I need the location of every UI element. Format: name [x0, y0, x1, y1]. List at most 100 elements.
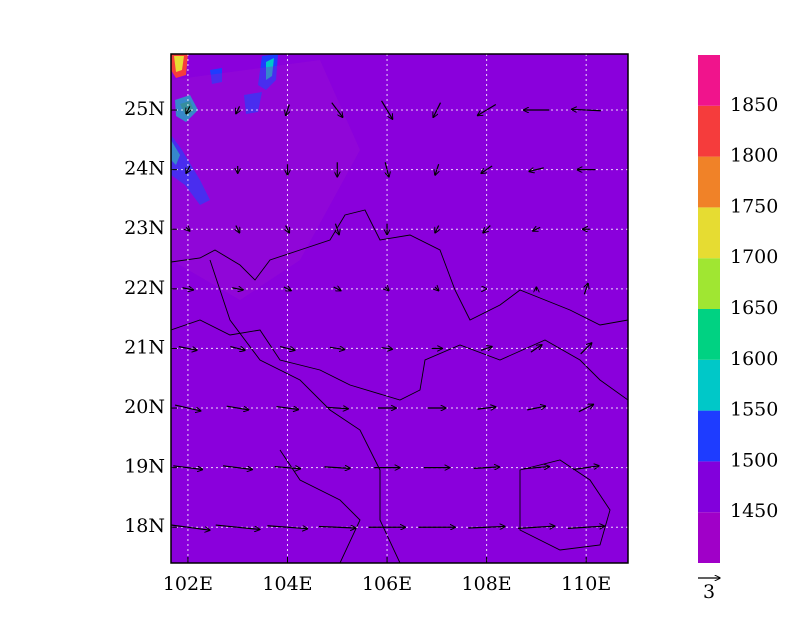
- wind-arrow: [318, 527, 356, 528]
- x-tick-label: 108E: [462, 573, 512, 595]
- wind-vectors: [171, 100, 605, 530]
- terrain-patch: [174, 56, 184, 72]
- wind-arrow: [182, 288, 193, 290]
- colorbar-segment: [698, 207, 720, 259]
- wind-arrow: [530, 345, 542, 353]
- wind-arrow: [331, 102, 343, 118]
- wind-arrow: [230, 346, 245, 351]
- colorbar-label: 1600: [730, 348, 778, 370]
- wind-arrow: [286, 225, 290, 233]
- wind-arrow: [435, 163, 439, 175]
- y-tick-label: 23N: [124, 217, 165, 239]
- y-tick-label: 18N: [124, 515, 165, 537]
- terrain-patch: [210, 68, 222, 84]
- border-line: [171, 319, 628, 401]
- wind-arrow: [483, 225, 491, 233]
- border-line: [279, 449, 361, 563]
- colorbar-label: 1750: [730, 195, 778, 217]
- topography-patches: [171, 54, 628, 563]
- wind-arrow: [433, 102, 442, 118]
- x-tick-label: 104E: [262, 573, 312, 595]
- wind-arrow: [173, 465, 202, 470]
- wind-arrow: [573, 466, 599, 471]
- wind-arrow: [186, 165, 190, 173]
- x-tick-label: 102E: [163, 573, 213, 595]
- reference-label: 3: [703, 581, 715, 603]
- colorbar-label: 1850: [730, 94, 778, 116]
- wind-arrow: [473, 467, 500, 468]
- wind-arrow: [232, 288, 243, 290]
- wind-arrow: [274, 467, 301, 469]
- colorbar-label: 1650: [730, 297, 778, 319]
- wind-arrow: [222, 465, 252, 470]
- wind-arrow: [329, 347, 345, 349]
- y-tick-label: 24N: [124, 158, 165, 180]
- wind-arrow: [333, 287, 341, 291]
- y-tick-label: 21N: [124, 336, 165, 358]
- map-field: [171, 54, 628, 563]
- colorbar-segment: [698, 105, 720, 157]
- wind-arrow: [324, 467, 350, 468]
- terrain-patch: [171, 140, 180, 165]
- wind-arrow: [529, 167, 544, 172]
- colorbar-label: 1800: [730, 145, 778, 167]
- wind-arrow: [477, 104, 497, 116]
- wind-arrow: [477, 407, 495, 409]
- wind-arrow: [480, 347, 492, 351]
- reference-vector: 3: [698, 578, 720, 603]
- wind-arrow: [174, 404, 201, 411]
- wind-arrow: [518, 526, 555, 528]
- colorbar-segment: [698, 309, 720, 360]
- colorbar-segment: [698, 410, 720, 462]
- wind-arrow: [435, 287, 439, 291]
- wind-arrow: [523, 467, 550, 469]
- wind-arrow: [286, 104, 290, 116]
- terrain-patch: [266, 58, 274, 80]
- colorbar-label: 1550: [730, 399, 778, 421]
- wind-arrow: [335, 223, 339, 235]
- wind-arrow: [236, 106, 240, 113]
- wind-arrow: [186, 227, 190, 231]
- wind-arrow: [280, 346, 295, 351]
- colorbar: 1450 1500 1550 1600 1650 1700 1750 1800 1850: [698, 55, 778, 563]
- plot-frame: [170, 53, 629, 564]
- y-tick-label: 19N: [124, 456, 165, 478]
- wind-arrow: [276, 407, 298, 410]
- wind-arrow: [527, 406, 545, 411]
- terrain-patch: [171, 60, 360, 300]
- wind-arrow: [215, 524, 260, 529]
- wind-arrow: [178, 346, 197, 351]
- colorbar-segment: [698, 461, 720, 513]
- wind-arrow: [385, 287, 389, 291]
- wind-arrow: [481, 165, 493, 173]
- y-tick-label: 25N: [124, 98, 165, 120]
- y-tick-label: 22N: [124, 277, 165, 299]
- wind-arrow: [267, 525, 307, 529]
- wind-arrow: [381, 100, 393, 119]
- colorbar-segment: [698, 512, 720, 563]
- terrain-patch: [244, 92, 262, 114]
- axes: 102E 104E 106E 108E 110E 18N 19N 20N 21N 22N 23N 24…: [124, 98, 611, 595]
- wind-arrow: [326, 407, 348, 408]
- colorbar-label: 1500: [730, 449, 778, 471]
- x-tick-label: 106E: [362, 573, 412, 595]
- wind-arrow: [533, 227, 541, 231]
- border-line: [171, 209, 628, 326]
- wind-arrow: [381, 348, 393, 349]
- wind-arrow: [435, 225, 439, 233]
- wind-arrow: [572, 109, 601, 110]
- wind-arrow: [578, 404, 594, 413]
- wind-arrow: [171, 524, 210, 530]
- wind-arrow: [584, 283, 588, 295]
- x-tick-label: 110E: [561, 573, 611, 595]
- wind-arrow: [580, 343, 592, 355]
- colorbar-segment: [698, 258, 720, 309]
- wind-arrow: [567, 526, 605, 528]
- wind-arrow: [283, 287, 291, 291]
- colorbar-segment: [698, 359, 720, 411]
- wind-arrow: [236, 225, 240, 233]
- wind-arrow: [186, 106, 190, 113]
- colorbar-segment: [698, 55, 720, 106]
- colorbar-label: 1450: [730, 500, 778, 522]
